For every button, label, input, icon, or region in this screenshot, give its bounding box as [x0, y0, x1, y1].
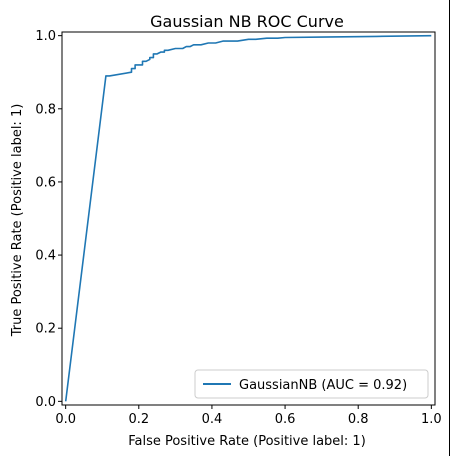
x-tick-label: 1.0: [421, 412, 442, 427]
x-tick-label: 0.0: [55, 412, 76, 427]
y-tick-label: 0.6: [35, 175, 56, 190]
legend-label: GaussianNB (AUC = 0.92): [239, 378, 407, 393]
x-tick-label: 0.8: [348, 412, 369, 427]
x-axis-label: False Positive Rate (Positive label: 1): [128, 434, 366, 449]
y-tick-label: 1.0: [35, 29, 56, 44]
y-tick-label: 0.0: [35, 395, 56, 410]
plot-frame: [61, 31, 436, 406]
x-axis-ticks: 0.0 0.2 0.4 0.6 0.8 1.0: [55, 405, 442, 427]
y-tick-label: 0.4: [35, 249, 56, 264]
legend: GaussianNB (AUC = 0.92): [194, 369, 429, 399]
y-tick-label: 0.8: [35, 102, 56, 117]
roc-series: [64, 34, 432, 402]
legend-box: [194, 369, 429, 399]
x-tick-label: 0.6: [275, 412, 296, 427]
roc-curve-line: [64, 34, 432, 402]
y-axis-label: True Positive Rate (Positive label: 1): [10, 104, 25, 338]
x-tick-label: 0.2: [128, 412, 149, 427]
y-tick-label: 0.2: [35, 322, 56, 337]
x-tick-label: 0.4: [202, 412, 223, 427]
y-axis-ticks: 0.0 0.2 0.4 0.6 0.8 1.0: [35, 29, 62, 410]
chart-title: Gaussian NB ROC Curve: [150, 12, 344, 31]
